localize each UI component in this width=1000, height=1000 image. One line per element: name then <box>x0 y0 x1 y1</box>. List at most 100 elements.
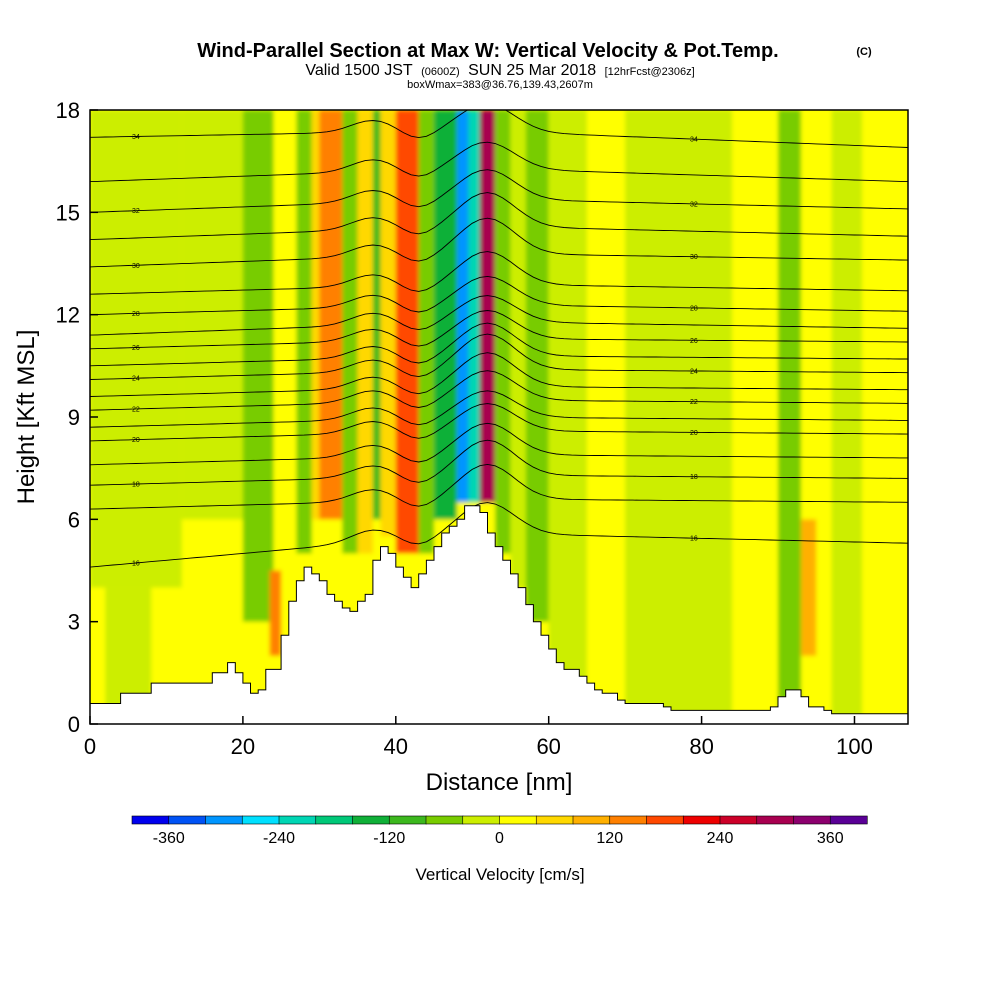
theta-contour-line <box>90 352 908 397</box>
theta-contour-label: 16 <box>132 560 140 567</box>
velocity-cell <box>380 110 396 537</box>
theta-contour-label: 28 <box>690 305 698 312</box>
theta-contours: 16 16 18 18 20 20 22 22 24 24 26 26 28 28 30 30 32 32 34 34 <box>90 110 908 568</box>
theta-contour-line <box>90 390 908 428</box>
theta-contour-line <box>90 192 908 241</box>
theta-contour-line <box>90 370 908 411</box>
theta-contour-line <box>90 141 908 183</box>
colorbar-swatch <box>131 815 170 825</box>
velocity-cell <box>357 110 373 554</box>
x-axis: 0 20 40 60 80 100 <box>84 716 873 759</box>
velocity-cell <box>625 110 672 724</box>
colorbar-tick-label: 240 <box>707 830 734 847</box>
plot-area: 16 16 18 18 20 20 22 22 24 24 26 26 28 28 30 30 32 32 34 34 <box>90 110 908 724</box>
velocity-cell <box>273 110 297 520</box>
velocity-cell <box>479 110 496 503</box>
colorbar-tick-label: -120 <box>373 830 405 847</box>
colorbar-swatch <box>646 815 684 825</box>
theta-contour-label: 16 <box>690 536 698 543</box>
colorbar-tick-label: 360 <box>817 830 844 847</box>
colorbar-swatch <box>205 815 243 825</box>
colorbar-swatch <box>168 815 207 825</box>
colorbar-swatch <box>535 815 574 825</box>
colorbar-swatch <box>462 815 501 825</box>
theta-contour-label: 28 <box>132 311 140 318</box>
theta-contour-line <box>90 169 908 213</box>
box-info: boxWmax=383@36.76,139.43,2607m <box>407 79 593 91</box>
colorbar-swatch <box>278 815 317 825</box>
x-tick-label: 0 <box>84 734 96 759</box>
theta-contour-line <box>90 251 908 295</box>
velocity-cell <box>831 110 863 724</box>
velocity-cell <box>418 110 435 554</box>
velocity-cell <box>296 110 312 554</box>
theta-contour-label: 22 <box>690 399 698 406</box>
velocity-cell <box>862 110 908 724</box>
theta-contour-label: 20 <box>690 430 698 437</box>
y-tick-label: 0 <box>68 712 80 737</box>
y-tick-label: 18 <box>56 98 80 123</box>
theta-contour-line <box>90 310 908 350</box>
y-tick-label: 12 <box>56 303 80 328</box>
colorbar <box>131 815 868 825</box>
colorbar-swatch <box>315 815 354 825</box>
velocity-cell <box>456 110 469 503</box>
colorbar-swatch <box>609 815 648 825</box>
theta-contour-label: 32 <box>132 208 140 215</box>
valid-zulu: (0600Z) <box>421 66 460 78</box>
theta-contour-label: 30 <box>690 254 698 261</box>
velocity-cell <box>468 110 480 503</box>
theta-contour-label: 26 <box>690 338 698 345</box>
colorbar-swatch <box>241 815 280 825</box>
terrain <box>90 505 908 724</box>
velocity-cell <box>311 110 320 520</box>
colorbar-swatch <box>756 815 795 825</box>
colorbar-swatch <box>793 815 831 825</box>
x-tick-label: 100 <box>836 734 873 759</box>
velocity-cell <box>319 110 343 520</box>
theta-contour-line <box>90 322 908 367</box>
x-tick-label: 60 <box>536 734 560 759</box>
chart-subtitle: Valid 1500 JST (0600Z) SUN 25 Mar 2018 [… <box>305 62 694 79</box>
theta-contour-line <box>90 422 908 466</box>
theta-contour-label: 22 <box>132 406 140 413</box>
copyright-mark: (C) <box>856 46 872 58</box>
theta-contour-label: 34 <box>690 137 698 144</box>
colorbar-tick-label: -360 <box>153 830 185 847</box>
theta-contour-line <box>90 110 908 148</box>
colorbar-label: Vertical Velocity [cm/s] <box>415 865 584 884</box>
velocity-cell <box>181 110 243 520</box>
colorbar-swatch <box>499 815 537 825</box>
y-tick-label: 9 <box>68 405 80 430</box>
x-tick-label: 20 <box>231 734 255 759</box>
x-tick-label: 80 <box>689 734 713 759</box>
x-axis-label: Distance [nm] <box>426 769 573 796</box>
colorbar-tick-label: 0 <box>495 830 504 847</box>
velocity-cell <box>525 110 549 622</box>
colorbar-swatch <box>572 815 611 825</box>
colorbar-swatch <box>425 815 464 825</box>
forecast-info: [12hrFcst@2306z] <box>605 66 695 78</box>
theta-contour-label: 34 <box>132 134 140 141</box>
velocity-cell <box>242 110 274 622</box>
colorbar-swatch <box>352 815 390 825</box>
velocity-field <box>90 110 908 724</box>
theta-contour-line <box>90 275 908 316</box>
velocity-cell <box>434 110 457 520</box>
y-tick-label: 15 <box>56 200 80 225</box>
colorbar-swatch <box>682 815 721 825</box>
velocity-cell <box>372 110 381 520</box>
theta-contour-label: 32 <box>690 201 698 208</box>
theta-contour-line <box>90 217 908 268</box>
theta-contour-label: 20 <box>132 437 140 444</box>
y-tick-label: 3 <box>68 610 80 635</box>
colorbar-swatch <box>388 815 427 825</box>
velocity-cell <box>800 519 817 656</box>
colorbar-tick-label: -240 <box>263 830 295 847</box>
colorbar-ticks: -360 -240 -120 0 120 240 360 <box>153 830 844 847</box>
colorbar-swatch <box>719 815 758 825</box>
theta-contour-label: 30 <box>132 263 140 270</box>
theta-contour-label: 18 <box>690 474 698 481</box>
theta-contour-line <box>90 403 908 442</box>
